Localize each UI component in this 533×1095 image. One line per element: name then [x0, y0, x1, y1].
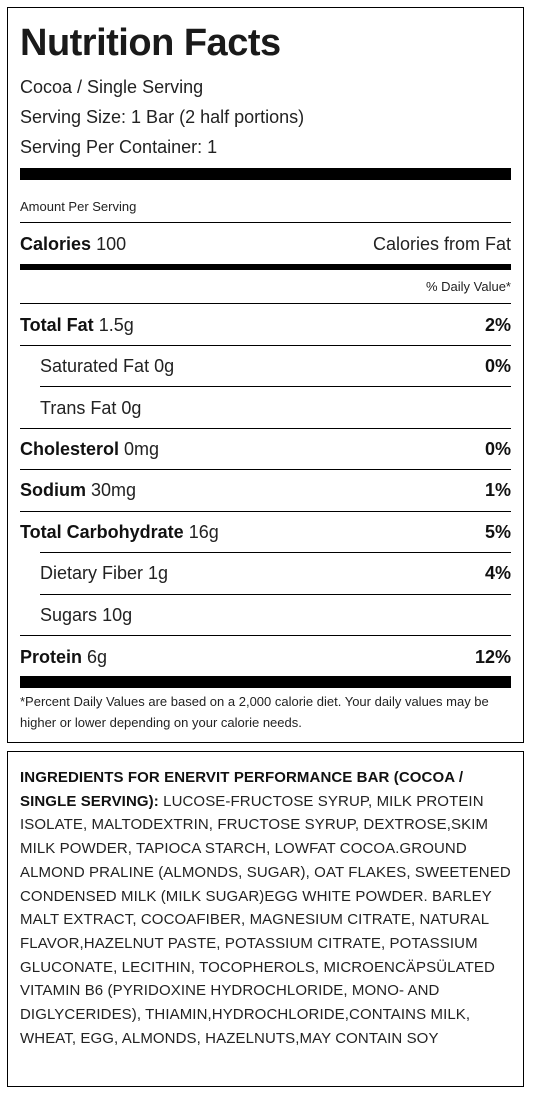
divider — [20, 345, 511, 346]
nutrient-row: Dietary Fiber 1g 4% — [40, 563, 511, 584]
calories-value: 100 — [96, 234, 127, 254]
nutrient-row: Protein 6g 12% — [20, 647, 511, 668]
daily-value-header: % Daily Value* — [425, 279, 511, 294]
thick-divider — [20, 168, 511, 180]
ingredients-text: Ingredients for Enervit Performance Bar … — [20, 766, 511, 1050]
nutrient-dv: 4% — [484, 563, 511, 583]
nutrient-label: Saturated Fat — [40, 356, 150, 376]
thick-divider — [20, 676, 511, 688]
nutrient-amount: 0mg — [124, 439, 160, 459]
divider — [20, 303, 511, 304]
nutrient-label: Dietary Fiber — [40, 563, 144, 583]
nutrient-label: Trans Fat — [40, 398, 117, 418]
nutrient-label: Protein — [20, 647, 83, 667]
nutrient-amount: 6g — [87, 647, 108, 667]
nutrient-dv: 5% — [484, 522, 511, 542]
ingredients-panel: Ingredients for Enervit Performance Bar … — [7, 751, 524, 1087]
divider — [40, 594, 511, 595]
nutrient-label: Sugars — [40, 605, 98, 625]
nutrient-amount: 1g — [148, 563, 169, 583]
divider — [20, 469, 511, 470]
nutrient-label: Total Fat — [20, 315, 94, 335]
nutrition-facts-panel: Nutrition Facts Cocoa / Single Serving S… — [7, 7, 524, 743]
divider — [20, 222, 511, 223]
nutrient-row: Trans Fat 0g — [40, 398, 511, 419]
nutrient-label: Total Carbohydrate — [20, 522, 184, 542]
nutrient-label: Cholesterol — [20, 439, 120, 459]
ingredients-heading: Ingredients for Enervit Performance Bar … — [20, 769, 464, 810]
nutrient-amount: 0g — [154, 356, 175, 376]
medium-divider — [20, 264, 511, 270]
nutrient-row: Saturated Fat 0g 0% — [40, 356, 511, 377]
calories-from-fat: Calories from Fat — [372, 234, 511, 254]
amount-per-serving: Amount Per Serving — [20, 199, 137, 214]
divider — [40, 552, 511, 553]
nutrient-dv: 2% — [484, 315, 511, 335]
nutrient-row: Cholesterol 0mg 0% — [20, 439, 511, 460]
nutrition-title: Nutrition Facts — [20, 22, 281, 64]
nutrient-amount: 1.5g — [98, 315, 134, 335]
ingredients-list: Lucose-Fructose Syrup, Milk Protein Isol… — [20, 792, 511, 1047]
product-line: Cocoa / Single Serving — [20, 77, 204, 97]
nutrient-amount: 10g — [102, 605, 133, 625]
divider — [20, 511, 511, 512]
nutrient-row: Total Fat 1.5g 2% — [20, 315, 511, 336]
divider — [20, 635, 511, 636]
calories-label: Calories — [20, 234, 92, 254]
nutrient-row: Sugars 10g — [40, 605, 511, 626]
nutrient-amount: 30mg — [91, 480, 137, 500]
nutrient-label: Sodium — [20, 480, 86, 500]
nutrient-amount: 16g — [188, 522, 219, 542]
nutrient-row: Total Carbohydrate 16g 5% — [20, 522, 511, 543]
nutrient-dv: 1% — [484, 480, 511, 500]
nutrient-row: Sodium 30mg 1% — [20, 480, 511, 501]
footnote: *Percent Daily Values are based on a 2,0… — [20, 694, 489, 730]
servings-per-container: Serving Per Container: 1 — [20, 137, 218, 157]
calories-row: Calories 100 Calories from Fat — [20, 234, 511, 255]
serving-size: Serving Size: 1 Bar (2 half portions) — [20, 107, 305, 127]
nutrient-dv: 0% — [484, 356, 511, 376]
divider — [40, 386, 511, 387]
divider — [20, 428, 511, 429]
nutrient-amount: 0g — [121, 398, 142, 418]
nutrient-dv: 12% — [474, 647, 511, 667]
nutrient-dv: 0% — [484, 439, 511, 459]
